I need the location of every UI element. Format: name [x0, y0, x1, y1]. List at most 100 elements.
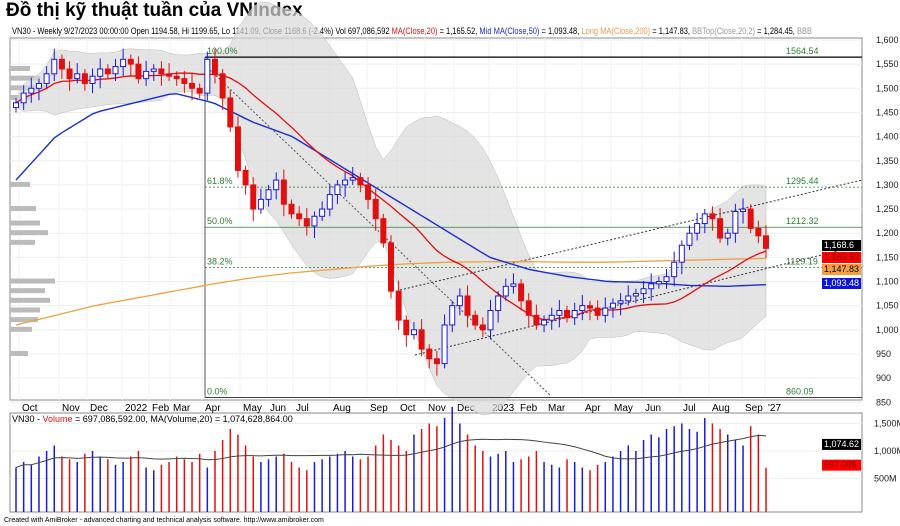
last-value-text-ma20: 1,165.52: [824, 252, 859, 262]
candle-body: [755, 227, 762, 237]
candle-body: [655, 281, 662, 285]
candle-body: [81, 73, 88, 84]
volume-tick-label: 1,000M: [874, 446, 900, 456]
candle-body: [173, 75, 180, 80]
candle-body: [632, 293, 639, 297]
last-value-badge-ma200: [822, 264, 861, 275]
month-label: May: [243, 403, 262, 414]
price-tick-label: 1,450: [876, 107, 899, 117]
ohlc-readout: VN30 - Weekly 9/27/2023 00:00:00 Open 11…: [12, 26, 392, 36]
volume-profile-bar: [10, 220, 40, 226]
candle-body: [219, 73, 226, 99]
candle-body: [548, 314, 555, 321]
candle-body: [648, 283, 655, 290]
footer-credit: Created with AmiBroker - advanced charti…: [4, 517, 324, 524]
last-value-badge-ma20: [822, 252, 861, 263]
fib-percent-label: 50.0%: [207, 216, 233, 226]
volume-profile-bar: [10, 65, 30, 71]
candle-body: [357, 177, 364, 186]
candle-body: [43, 73, 50, 84]
candle-body: [541, 319, 548, 326]
candle-body: [663, 276, 670, 283]
candle-body: [556, 309, 563, 316]
candle-body: [257, 198, 264, 210]
month-label: Oct: [22, 403, 38, 414]
month-label: Sep: [370, 403, 388, 414]
volume-last-badge: [822, 459, 861, 471]
price-tick-label: 1,300: [876, 180, 899, 190]
candle-body: [564, 309, 571, 319]
volume-profile-bar: [10, 326, 32, 332]
fib-percent-label: 61.8%: [207, 176, 233, 186]
candle-body: [112, 66, 119, 75]
month-label: Aug: [333, 403, 351, 414]
candle-body: [740, 208, 747, 212]
candle-body: [472, 314, 479, 326]
candle-body: [211, 58, 218, 75]
candle-body: [732, 210, 739, 234]
month-label: Mar: [173, 403, 191, 414]
fib-percent-label: 0.0%: [207, 386, 228, 396]
candle-body: [602, 307, 609, 316]
month-label: Dec: [457, 403, 475, 414]
candle-body: [365, 184, 372, 200]
volume-values: = 697,086,592.00, MA(Volume,20) = 1,074,…: [73, 414, 293, 424]
volume-header: VN30 - Volume = 697,086,592.00, MA(Volum…: [12, 414, 293, 424]
month-label: May: [614, 403, 633, 414]
candle-body: [227, 97, 234, 128]
chart-title: Đồ thị kỹ thuật tuần của VNIndex: [6, 0, 303, 21]
candle-body: [694, 223, 701, 234]
bbtop-value: = 1,284.45,: [755, 26, 797, 36]
month-label: Oct: [400, 403, 416, 414]
month-label: Nov: [62, 403, 80, 414]
price-tick-label: 1,500: [876, 83, 899, 93]
last-value-badge-close: [822, 240, 861, 251]
candle-body: [89, 75, 96, 84]
month-label: 2023: [492, 403, 515, 414]
candle-body: [250, 184, 257, 210]
volume-profile-bar: [10, 239, 35, 245]
volume-panel-frame: [9, 412, 863, 513]
last-value-text-close: 1,168.6: [824, 240, 854, 250]
ma50-legend: Mid MA(Close,50): [479, 26, 539, 36]
volume-profile-bar: [10, 288, 45, 294]
volume-header-prefix: VN30 -: [12, 414, 43, 424]
candle-body: [234, 126, 241, 171]
candle-body: [747, 208, 754, 229]
price-tick-label: 1,250: [876, 204, 899, 214]
volume-profile-bar: [10, 206, 36, 212]
candle-body: [280, 179, 287, 205]
volume-ma-line: [15, 434, 767, 468]
candle-body: [35, 82, 42, 89]
month-label: Sep: [745, 403, 763, 414]
candle-body: [456, 295, 463, 307]
candle-body: [403, 319, 410, 336]
candle-body: [372, 198, 379, 220]
candle-body: [717, 218, 724, 239]
price-tick-label: 1,600: [876, 35, 899, 45]
month-label: Jun: [270, 403, 286, 414]
volume-profile-bar: [10, 317, 38, 323]
candle-body: [265, 189, 272, 200]
candle-body: [518, 283, 525, 302]
candle-body: [135, 63, 142, 80]
month-label: Feb: [152, 403, 170, 414]
candle-body: [196, 87, 203, 94]
volume-profile-bar: [10, 181, 30, 187]
volume-tick-label: 1,500M: [874, 419, 900, 429]
price-tick-label: 1,100: [876, 277, 899, 287]
month-label: '27: [768, 403, 781, 414]
candle-body: [204, 58, 211, 94]
price-tick-label: 850: [876, 397, 891, 407]
month-label: Dec: [90, 403, 108, 414]
candle-body: [334, 184, 341, 196]
candle-body: [388, 242, 394, 292]
month-label: 2022: [125, 403, 148, 414]
candle-body: [724, 232, 731, 239]
candle-body: [66, 68, 73, 80]
price-tick-label: 900: [876, 373, 891, 383]
candle-body: [479, 324, 486, 331]
price-tick-label: 950: [876, 349, 891, 359]
candle-body: [464, 295, 471, 316]
volume-last-badge-text: 697,086: [824, 460, 857, 470]
